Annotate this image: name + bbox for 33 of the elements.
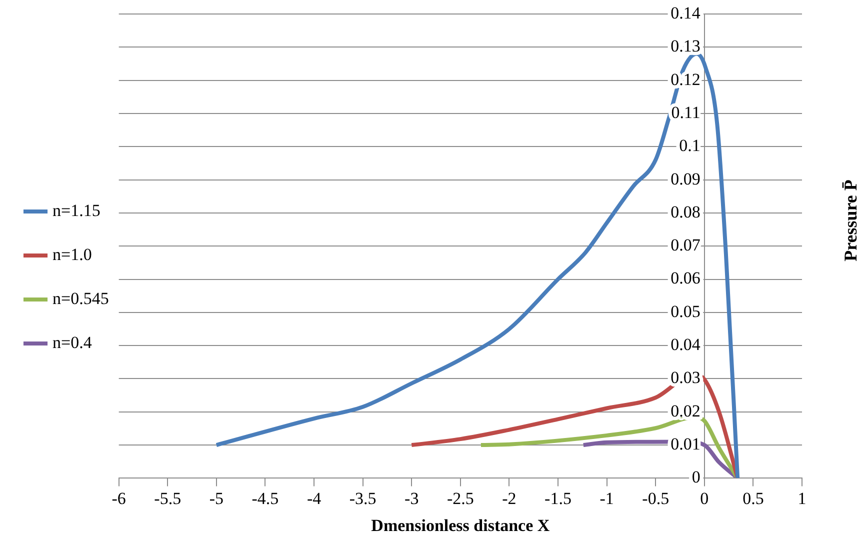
x-tick-label: -1 <box>600 488 614 508</box>
y-tick-label: 0.04 <box>670 335 701 354</box>
x-tick-label: -1.5 <box>544 488 572 508</box>
x-tick-label: -3.5 <box>349 488 376 508</box>
y-tick-label: 0 <box>692 468 700 487</box>
x-axis-title: Dmensionless distance X <box>371 516 550 536</box>
y-tick-label: 0.05 <box>670 302 700 321</box>
y-tick-label: 0.13 <box>670 36 700 56</box>
x-tick-label: -3 <box>404 488 419 508</box>
x-tick-label: -2 <box>502 488 516 508</box>
x-tick-label: -6 <box>112 488 126 508</box>
y-tick-label: 0.06 <box>670 268 700 288</box>
y-tick-label: 0.1 <box>679 136 700 156</box>
x-tick-label: -4.5 <box>252 488 279 508</box>
y-axis-title: Pressure P̄ <box>840 179 862 261</box>
x-tick-label: -5 <box>209 488 224 508</box>
x-tick-label: -0.5 <box>642 488 670 508</box>
x-tick-label: 1 <box>798 488 806 508</box>
y-tick-label: 0.01 <box>670 434 700 454</box>
legend-label: n=0.545 <box>52 288 109 308</box>
x-tick-label: -2.5 <box>446 488 474 508</box>
legend-label: n=1.0 <box>52 244 92 264</box>
y-tick-label: 0.09 <box>670 169 700 188</box>
legend-label: n=1.15 <box>52 200 100 220</box>
y-tick-label: 0.02 <box>670 401 700 420</box>
y-tick-label: 0.08 <box>670 202 700 222</box>
x-tick-label: -5.5 <box>154 488 182 508</box>
y-tick-label: 0.11 <box>671 102 700 122</box>
x-tick-label: -4 <box>306 488 322 508</box>
y-tick-label: 0.07 <box>670 236 701 255</box>
legend-label: n=0.4 <box>52 332 92 352</box>
x-tick-label: 0.5 <box>742 488 764 508</box>
y-tick-label: 0.14 <box>670 3 701 22</box>
